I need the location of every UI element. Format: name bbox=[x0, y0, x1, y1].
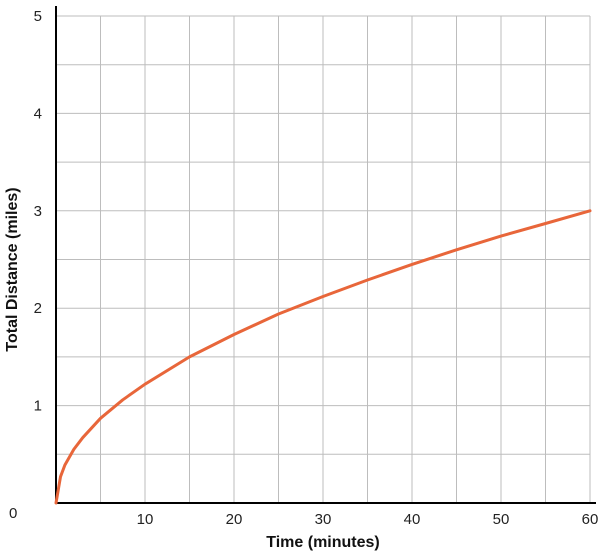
series-line bbox=[54, 209, 592, 505]
x-tick-label: 20 bbox=[226, 511, 243, 528]
y-tick-label: 5 bbox=[34, 8, 42, 25]
grid bbox=[56, 15, 591, 503]
axes bbox=[55, 6, 596, 504]
x-tick-label: 40 bbox=[404, 511, 421, 528]
y-tick-label: 1 bbox=[34, 398, 42, 415]
tick-labels: 10 20 30 40 50 60 1 2 3 4 5 bbox=[34, 8, 599, 528]
y-tick-label: 4 bbox=[34, 105, 42, 122]
x-tick-label: 30 bbox=[315, 511, 332, 528]
x-tick-label: 60 bbox=[582, 511, 599, 528]
y-tick-label: 3 bbox=[34, 203, 42, 220]
series-layer bbox=[54, 209, 592, 505]
x-axis-title: Time (minutes) bbox=[266, 534, 380, 551]
y-axis-title: Total Distance (miles) bbox=[4, 187, 21, 351]
origin-label: 0 bbox=[9, 505, 17, 522]
x-tick-label: 50 bbox=[493, 511, 510, 528]
y-tick-label: 2 bbox=[34, 300, 42, 317]
x-tick-label: 10 bbox=[137, 511, 154, 528]
